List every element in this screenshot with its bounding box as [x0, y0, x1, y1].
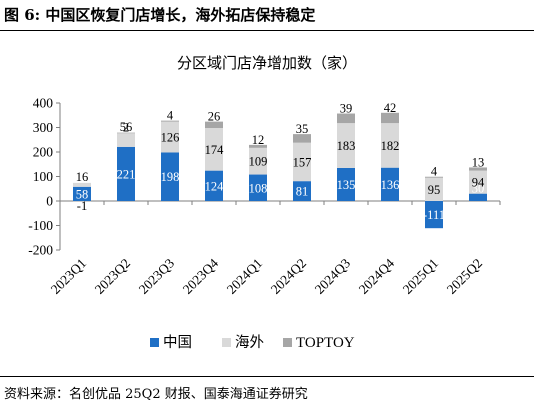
data-label: -1 [77, 199, 87, 213]
legend-swatch [150, 338, 159, 347]
bar-segment [161, 152, 179, 201]
data-label: 58 [76, 187, 89, 201]
data-label: 13 [472, 155, 485, 169]
legend-label: 海外 [235, 334, 264, 351]
data-label: 42 [384, 101, 397, 115]
x-tick-label: 2025Q2 [444, 256, 485, 297]
data-label: 108 [249, 181, 268, 195]
data-label: 182 [381, 139, 400, 153]
bar-segment [425, 201, 443, 229]
bar-segment [469, 170, 487, 194]
y-tick-label: 400 [33, 96, 54, 111]
data-label: 221 [117, 167, 136, 181]
y-tick-label: -200 [28, 243, 53, 258]
y-tick-label: 0 [46, 194, 53, 209]
bar-segment [249, 144, 267, 148]
data-label: 198 [161, 170, 180, 184]
bottom-rule [0, 376, 534, 377]
data-label: 39 [340, 102, 353, 116]
chart-title: 分区域门店净增加数（家） [177, 54, 357, 72]
data-label: 56 [120, 120, 133, 134]
bar-segment [293, 181, 311, 201]
data-label: 26 [208, 110, 221, 124]
bar-segment [73, 182, 91, 187]
bar-segment [469, 193, 487, 201]
data-label: 12 [252, 133, 265, 147]
x-tick-label: 2023Q1 [48, 256, 89, 297]
x-tick-label: 2024Q1 [224, 256, 265, 297]
bar-segment [337, 167, 355, 201]
source-note: 资料来源：名创优品 25Q2 财报、国泰海通证券研究 [4, 387, 308, 402]
data-label: 94 [472, 176, 485, 190]
data-label: 35 [296, 122, 309, 136]
bar-segment [425, 177, 443, 201]
x-tick-label: 2025Q1 [400, 256, 441, 297]
bar-segment [337, 123, 355, 168]
data-label: 2 [123, 121, 129, 135]
top-rule [0, 30, 534, 31]
data-label: 157 [293, 155, 312, 169]
data-label: 126 [161, 131, 180, 145]
data-label: 183 [337, 139, 356, 153]
bars [73, 112, 487, 229]
data-label: 135 [337, 178, 356, 192]
axes: -200 -100 0 100 200 300 400 [28, 96, 501, 258]
figure-title: 图 6: 中国区恢复门店增长，海外拓店保持稳定 [4, 6, 316, 24]
data-label: 124 [205, 179, 225, 193]
bar-segment [73, 201, 91, 202]
bar-segment [381, 167, 399, 201]
bar-segment [161, 121, 179, 153]
y-tick-label: 100 [33, 169, 54, 184]
bar-segment [117, 146, 135, 201]
bar-segment [293, 142, 311, 182]
data-label: 95 [428, 183, 441, 197]
data-labels: 58 16 -1 221 562 198 126 4 124 174 26 108 109 12 81 157… [76, 101, 485, 222]
x-tick-label: 2024Q2 [268, 256, 309, 297]
x-tick-label: 2023Q4 [180, 255, 222, 297]
bar-segment [249, 147, 267, 175]
data-label: 136 [381, 178, 400, 192]
y-tick-label: -100 [28, 218, 53, 233]
data-label: 30 [472, 182, 485, 196]
bar-segment [381, 123, 399, 168]
bar-segment [249, 174, 267, 201]
bar-segment [205, 127, 223, 171]
bar-segment [205, 121, 223, 128]
data-label: 174 [205, 143, 225, 157]
x-tick-label: 2024Q3 [312, 255, 354, 297]
data-label: 109 [249, 155, 268, 169]
data-label: 4 [431, 165, 438, 179]
x-tick-labels: 2023Q1 2023Q2 2023Q3 2023Q4 2024Q1 2024Q2 2024… [48, 255, 485, 297]
x-tick-label: 2023Q3 [136, 255, 178, 297]
data-label: 16 [76, 170, 89, 184]
legend: 中国 海外 TOPTOY [150, 334, 355, 351]
bar-segment [73, 186, 91, 201]
bar-segment [337, 113, 355, 124]
bar-segment [117, 133, 135, 147]
bar-segment [293, 134, 311, 143]
bar-segment [205, 170, 223, 201]
bar-segment [161, 120, 179, 122]
data-label: 81 [296, 185, 309, 199]
y-tick-label: 200 [33, 145, 54, 160]
bar-segment [469, 167, 487, 171]
bar-segment [117, 132, 135, 134]
bar-segment [381, 112, 399, 124]
x-tick-label: 2024Q4 [356, 255, 398, 297]
legend-swatch [222, 338, 231, 347]
data-label: 4 [167, 109, 174, 123]
legend-swatch [283, 338, 292, 347]
y-tick-label: 300 [33, 120, 54, 135]
data-label: -111 [423, 208, 445, 222]
legend-label: TOPTOY [296, 335, 355, 351]
bar-segment [425, 176, 443, 178]
legend-label: 中国 [163, 334, 192, 351]
x-tick-label: 2023Q2 [92, 256, 133, 297]
